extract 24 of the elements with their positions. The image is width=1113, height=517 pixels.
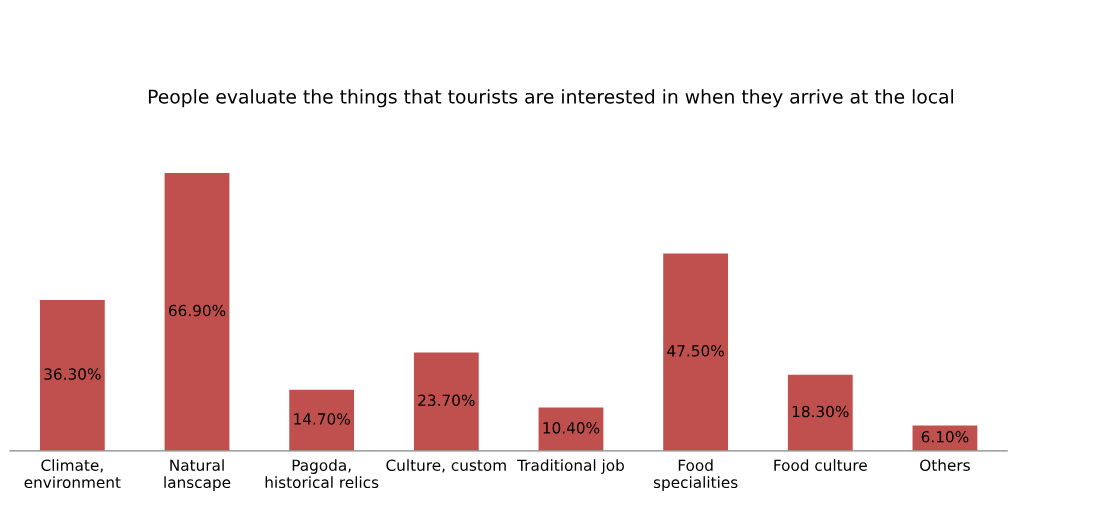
x-tick-label: Food culture <box>774 459 867 471</box>
bar <box>164 172 230 451</box>
data-label: 36.30% <box>44 368 101 380</box>
data-label: 14.70% <box>294 413 350 425</box>
bar <box>538 407 604 451</box>
x-tick-label: Traditional job <box>517 459 624 474</box>
data-label: 6.10% <box>921 431 969 443</box>
x-tick-label: Pagoda, historical relics <box>265 459 379 489</box>
x-tick-label: Food specialities <box>653 459 738 492</box>
bar <box>413 352 479 451</box>
chart-title: People evaluate the things that tourists are interested in when they arrive at the local <box>148 89 954 108</box>
x-tick-label: Culture, custom <box>386 459 506 473</box>
bar <box>787 374 853 451</box>
data-label: 23.70% <box>418 394 475 407</box>
bar <box>289 389 355 451</box>
data-label: 18.30% <box>792 405 849 418</box>
bar <box>663 253 729 451</box>
x-tick-label: Others <box>920 459 970 471</box>
bar <box>39 300 105 451</box>
x-tick-label: Climate, environment <box>24 459 121 489</box>
data-label: 47.50% <box>667 345 724 357</box>
x-tick-label: Natural lanscape <box>164 459 231 492</box>
data-label: 66.90% <box>168 304 226 317</box>
data-label: 10.40% <box>543 422 600 434</box>
